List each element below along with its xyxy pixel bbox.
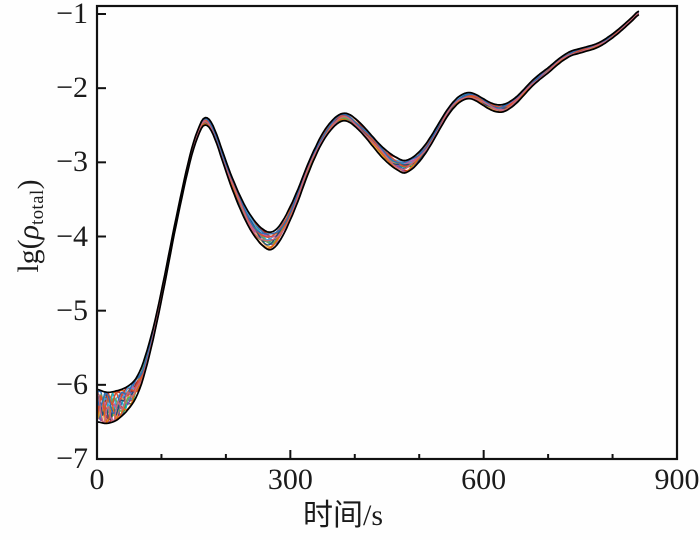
x-tick-label: 600: [461, 463, 507, 496]
y-axis-title-suffix: ): [12, 179, 45, 190]
x-tick-label: 900: [654, 463, 700, 496]
y-tick-label: −7: [56, 442, 88, 475]
y-axis-title: lg(ρtotal): [9, 121, 49, 331]
x-tick-label: 0: [89, 463, 105, 496]
y-tick-label: −3: [56, 145, 88, 179]
envelope-curve-lower: [96, 14, 640, 425]
y-tick-label: −2: [56, 71, 88, 105]
envelope-curve-upper: [96, 10, 640, 394]
y-tick-label: −6: [56, 367, 88, 401]
y-axis-title-subscript: total: [27, 189, 49, 225]
curve-bundle: [96, 10, 640, 425]
rho-symbol: ρ: [12, 224, 45, 240]
y-tick-label: −4: [56, 219, 88, 253]
axis-ticks: [96, 13, 678, 460]
y-tick-label: −5: [56, 293, 88, 327]
plot-frame: [95, 4, 679, 461]
y-tick-label: −1: [56, 0, 88, 30]
y-axis-title-prefix: lg(: [12, 239, 45, 273]
x-axis-title: 时间/s: [302, 499, 383, 532]
x-tick-label: 300: [267, 463, 313, 496]
